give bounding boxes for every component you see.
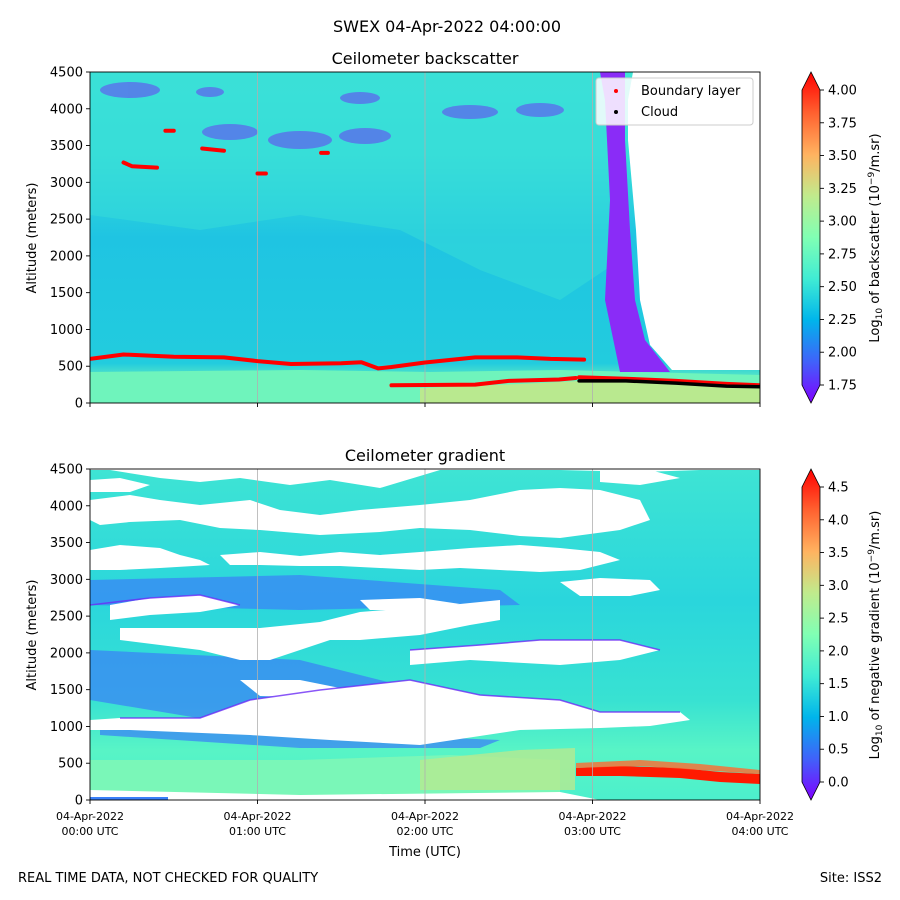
backscatter-low-signal-patches <box>100 82 564 149</box>
top-x-tick-marks <box>89 403 761 407</box>
boundary-layer-series-segment <box>200 146 226 153</box>
boundary-layer-series-segment <box>121 160 159 170</box>
x-tick-date: 04-Apr-2022 <box>726 810 794 823</box>
legend-label-boundary-layer: Boundary layer <box>641 84 741 99</box>
top-chart-title: Ceilometer backscatter <box>332 49 519 68</box>
gradient-surface-strip <box>90 797 168 800</box>
y-tick-label: 3500 <box>50 536 83 551</box>
x-tick-time: 00:00 UTC <box>61 825 118 838</box>
colorbar-tick-label: 2.5 <box>828 612 849 627</box>
colorbar-tick-label: 4.00 <box>828 84 857 99</box>
bottom-xlabel: Time (UTC) <box>388 845 461 860</box>
bottom-colorbar-ticks: 0.0 0.5 1.0 1.5 2.0 2.5 3.0 3.5 4.0 4.5 <box>820 481 849 791</box>
y-tick-label: 1500 <box>50 286 83 301</box>
backscatter-aerosol-core <box>420 380 760 403</box>
y-tick-label: 500 <box>58 757 83 772</box>
figure-suptitle: SWEX 04-Apr-2022 04:00:00 <box>333 17 561 36</box>
x-tick-date: 04-Apr-2022 <box>558 810 626 823</box>
bottom-colorbar: 0.0 0.5 1.0 1.5 2.0 2.5 3.0 3.5 4.0 4.5 Log10 of … <box>801 468 885 801</box>
bottom-colorbar-bar <box>801 468 821 801</box>
top-colorbar-label: Log10 of backscatter (10−9/m.sr) <box>867 133 885 342</box>
x-tick-time: 02:00 UTC <box>396 825 453 838</box>
gradient-low-value-edges <box>90 594 680 719</box>
colorbar-tick-label: 2.75 <box>828 247 857 262</box>
legend: Boundary layer Cloud <box>595 77 754 126</box>
x-tick-time: 04:00 UTC <box>731 825 788 838</box>
y-tick-label: 2000 <box>50 646 83 661</box>
colorbar-tick-label: 2.25 <box>828 313 857 328</box>
y-tick-label: 2500 <box>50 610 83 625</box>
y-tick-label: 4000 <box>50 102 83 117</box>
y-tick-label: 2000 <box>50 249 83 264</box>
x-tick-date: 04-Apr-2022 <box>391 810 459 823</box>
colorbar-tick-label: 2.0 <box>828 644 849 659</box>
legend-frame <box>595 77 754 126</box>
footer-disclaimer: REAL TIME DATA, NOT CHECKED FOR QUALITY <box>18 871 318 886</box>
bottom-x-ticks: 04-Apr-2022 00:00 UTC 04-Apr-2022 01:00 UTC… <box>56 800 794 838</box>
top-y-ticks: 0 500 1000 1500 2000 2500 3000 3500 4000 4500 <box>50 66 90 412</box>
legend-marker-cloud <box>614 110 618 114</box>
y-tick-label: 1000 <box>50 720 83 735</box>
top-ylabel: Altitude (meters) <box>25 183 40 294</box>
y-tick-label: 0 <box>75 397 83 412</box>
colorbar-tick-label: 1.75 <box>828 379 857 394</box>
backscatter-signal-edge <box>600 72 670 372</box>
gradient-cloud-streak <box>576 766 760 784</box>
y-tick-label: 3000 <box>50 573 83 588</box>
legend-label-cloud: Cloud <box>641 105 678 120</box>
boundary-layer-series-segment <box>389 376 578 388</box>
y-tick-label: 1500 <box>50 683 83 698</box>
x-tick-time: 03:00 UTC <box>564 825 621 838</box>
colorbar-tick-label: 2.00 <box>828 346 857 361</box>
backscatter-no-signal-region <box>628 72 760 370</box>
colorbar-tick-label: 3.25 <box>828 182 857 197</box>
top-colorbar-bar <box>801 71 821 404</box>
top-colorbar: 1.75 2.00 2.25 2.50 2.75 3.00 3.25 3.50 3.75 4.00… <box>801 71 885 404</box>
colorbar-tick-label: 3.0 <box>828 579 849 594</box>
cloud-series-segment <box>577 379 760 389</box>
y-tick-label: 4000 <box>50 499 83 514</box>
x-tick-date: 04-Apr-2022 <box>223 810 291 823</box>
gradient-low-layer-core <box>420 748 575 790</box>
top-colorbar-ticks: 1.75 2.00 2.25 2.50 2.75 3.00 3.25 3.50 3.75 4.00 <box>820 84 857 394</box>
y-tick-label: 2500 <box>50 213 83 228</box>
boundary-layer-series-segment <box>90 352 587 371</box>
x-tick-date: 04-Apr-2022 <box>56 810 124 823</box>
bottom-ylabel: Altitude (meters) <box>25 580 40 691</box>
colorbar-tick-label: 1.0 <box>828 710 849 725</box>
x-tick-time: 01:00 UTC <box>229 825 286 838</box>
y-tick-label: 0 <box>75 794 83 809</box>
footer-site: Site: ISS2 <box>820 871 882 886</box>
y-tick-label: 4500 <box>50 66 83 81</box>
boundary-layer-series-segment <box>577 375 760 388</box>
top-overlay-series <box>90 128 760 389</box>
colorbar-tick-label: 0.5 <box>828 743 849 758</box>
colorbar-tick-label: 4.0 <box>828 513 849 528</box>
colorbar-tick-label: 1.5 <box>828 677 849 692</box>
gradient-cloud-streak-edge <box>576 760 760 774</box>
y-tick-label: 4500 <box>50 463 83 478</box>
bottom-colorbar-label: Log10 of negative gradient (10−9/m.sr) <box>867 511 885 760</box>
colorbar-tick-label: 3.00 <box>828 215 857 230</box>
y-tick-label: 3500 <box>50 139 83 154</box>
top-gridlines <box>257 72 593 403</box>
bottom-chart-title: Ceilometer gradient <box>345 446 505 465</box>
y-tick-label: 1000 <box>50 323 83 338</box>
legend-marker-boundary-layer <box>614 89 618 93</box>
colorbar-tick-label: 3.50 <box>828 149 857 164</box>
colorbar-tick-label: 3.5 <box>828 546 849 561</box>
colorbar-tick-label: 3.75 <box>828 116 857 131</box>
bottom-y-ticks: 0 500 1000 1500 2000 2500 3000 3500 4000 4500 <box>50 463 90 809</box>
colorbar-tick-label: 0.0 <box>828 776 849 791</box>
y-tick-label: 3000 <box>50 176 83 191</box>
colorbar-tick-label: 4.5 <box>828 481 849 496</box>
colorbar-tick-label: 2.50 <box>828 280 857 295</box>
y-tick-label: 500 <box>58 360 83 375</box>
bottom-gridlines <box>257 469 593 800</box>
